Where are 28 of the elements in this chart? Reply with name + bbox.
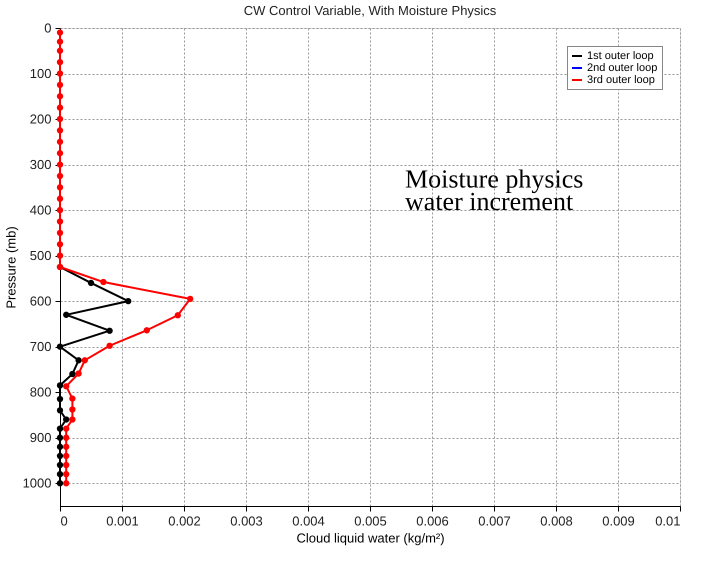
x-tick-label: 0.002 [168,514,201,528]
y-axis-title: Pressure (mb) [4,226,19,309]
y-tick-label: 200 [30,112,52,127]
x-axis-title: Cloud liquid water (kg/m²) [296,530,445,546]
y-tick-label: 900 [30,430,52,446]
x-tick-label: 0.003 [230,514,263,528]
legend-label: 2nd outer loop [587,62,658,74]
x-tick-label: 0.004 [292,514,325,528]
y-tick-label: 300 [30,157,52,172]
x-tick-label: 0.005 [354,514,387,528]
x-tick-label: 0.009 [602,514,635,528]
y-tick-label: 500 [30,248,52,264]
y-tick-label: 1000 [22,476,52,491]
y-tick-label: 400 [30,202,52,218]
x-tick-label: 0.001 [106,514,139,528]
legend-label: 3rd outer loop [587,74,655,86]
chart-title: CW Control Variable, With Moisture Physics [244,3,497,18]
y-tick-label: 100 [30,66,52,82]
y-tick-label: 0 [44,20,52,36]
x-tick-label: 0.006 [416,514,449,528]
y-tick-label: 800 [30,384,52,400]
y-tick-label: 700 [30,339,52,354]
y-tick-label: 600 [30,294,52,309]
legend-label: 1st outer loop [587,50,654,62]
x-tick-label: 0.008 [540,514,573,528]
x-tick-label: 0 [60,514,68,528]
x-tick-label: 0.007 [478,514,511,528]
x-tick-label: 0.01 [655,514,680,528]
